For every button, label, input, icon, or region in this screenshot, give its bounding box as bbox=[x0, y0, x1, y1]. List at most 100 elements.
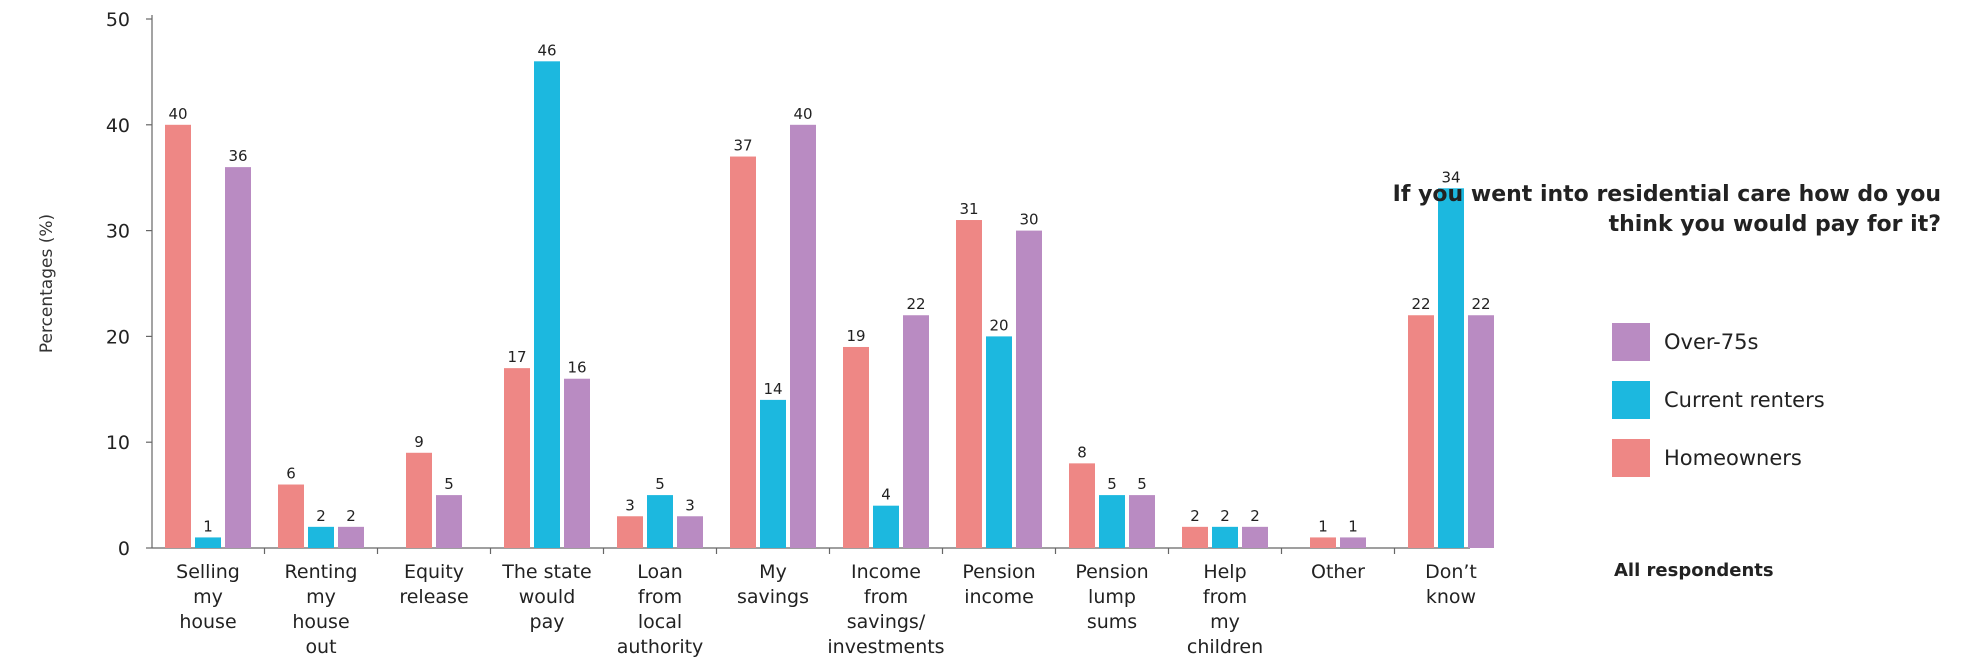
data-label: 2 bbox=[1190, 507, 1200, 525]
bar bbox=[790, 124, 816, 549]
legend-label: Over-75s bbox=[1664, 330, 1759, 354]
bar bbox=[903, 315, 929, 548]
bar bbox=[1340, 537, 1366, 548]
y-tick-label: 20 bbox=[106, 326, 130, 348]
legend-item-current-renters: Current renters bbox=[1612, 380, 1825, 420]
category-label: Pension income bbox=[962, 561, 1035, 608]
data-label: 8 bbox=[1077, 443, 1087, 461]
legend: Over-75s Current renters Homeowners bbox=[1612, 322, 1825, 496]
category-label: Renting my house out bbox=[285, 561, 358, 658]
bar bbox=[617, 516, 643, 548]
data-label: 14 bbox=[763, 380, 782, 398]
category-label: Don’t know bbox=[1425, 561, 1477, 608]
bar bbox=[406, 452, 432, 548]
data-label: 37 bbox=[733, 137, 752, 155]
legend-swatch bbox=[1612, 381, 1650, 419]
data-label: 4 bbox=[881, 486, 891, 504]
data-label: 5 bbox=[655, 475, 665, 493]
bar bbox=[1182, 526, 1208, 548]
bar bbox=[564, 378, 590, 548]
data-label: 34 bbox=[1441, 168, 1460, 186]
data-label: 2 bbox=[1250, 507, 1260, 525]
bar bbox=[730, 156, 756, 549]
legend-item-over-75s: Over-75s bbox=[1612, 322, 1825, 362]
category-label: Help from my children bbox=[1187, 561, 1263, 658]
data-label: 9 bbox=[414, 433, 424, 451]
category-label: Income from savings/investments bbox=[827, 561, 944, 658]
category-label: Other bbox=[1311, 561, 1365, 583]
bar bbox=[1310, 537, 1336, 548]
data-label: 1 bbox=[203, 517, 213, 535]
data-label: 5 bbox=[1107, 475, 1117, 493]
y-tick-label: 30 bbox=[106, 221, 130, 243]
legend-swatch bbox=[1612, 323, 1650, 361]
bar bbox=[165, 124, 191, 549]
bar bbox=[986, 336, 1012, 548]
bar bbox=[225, 167, 251, 548]
data-label: 3 bbox=[625, 496, 635, 514]
legend-item-homeowners: Homeowners bbox=[1612, 438, 1825, 478]
bar bbox=[1129, 495, 1155, 548]
data-label: 22 bbox=[1411, 295, 1430, 313]
category-label: Pension lump sums bbox=[1075, 561, 1148, 633]
data-label: 2 bbox=[1220, 507, 1230, 525]
legend-label: Homeowners bbox=[1664, 446, 1802, 470]
y-tick-label: 40 bbox=[106, 115, 130, 137]
bar bbox=[873, 505, 899, 548]
bar bbox=[1438, 188, 1464, 548]
data-label: 40 bbox=[793, 105, 812, 123]
bar bbox=[504, 368, 530, 548]
bar bbox=[1242, 526, 1268, 548]
data-label: 31 bbox=[959, 200, 978, 218]
category-label: The state would pay bbox=[501, 561, 592, 633]
data-label: 40 bbox=[168, 105, 187, 123]
data-label: 30 bbox=[1019, 211, 1038, 229]
bar bbox=[1069, 463, 1095, 548]
bar bbox=[760, 399, 786, 548]
bar bbox=[278, 484, 304, 548]
bar bbox=[1468, 315, 1494, 548]
bar bbox=[195, 537, 221, 548]
bar bbox=[1408, 315, 1434, 548]
data-label: 6 bbox=[286, 465, 296, 483]
bar bbox=[436, 495, 462, 548]
data-label: 46 bbox=[537, 41, 556, 59]
y-tick-label: 50 bbox=[106, 9, 130, 31]
data-label: 20 bbox=[989, 316, 1008, 334]
bar bbox=[956, 220, 982, 548]
bar bbox=[338, 526, 364, 548]
data-label: 22 bbox=[906, 295, 925, 313]
bar bbox=[1099, 495, 1125, 548]
data-label: 1 bbox=[1318, 517, 1328, 535]
data-label: 5 bbox=[444, 475, 454, 493]
category-label: Loan from local authority bbox=[617, 561, 704, 658]
bar bbox=[677, 516, 703, 548]
bar bbox=[843, 346, 869, 548]
bar bbox=[647, 495, 673, 548]
respondents-note: All respondents bbox=[1614, 560, 1774, 581]
data-label: 2 bbox=[346, 507, 356, 525]
data-label: 36 bbox=[228, 147, 247, 165]
data-label: 22 bbox=[1471, 295, 1490, 313]
data-label: 16 bbox=[567, 359, 586, 377]
y-tick-label: 0 bbox=[118, 538, 130, 560]
category-label: Equity release bbox=[399, 561, 468, 608]
chart-title: If you went into residential care how do… bbox=[1392, 182, 1941, 237]
bar bbox=[1212, 526, 1238, 548]
bar bbox=[1016, 230, 1042, 548]
legend-swatch bbox=[1612, 439, 1650, 477]
data-label: 17 bbox=[507, 348, 526, 366]
y-tick-label: 10 bbox=[106, 432, 130, 454]
data-label: 3 bbox=[685, 496, 695, 514]
data-label: 1 bbox=[1348, 517, 1358, 535]
bar bbox=[534, 61, 560, 548]
data-label: 19 bbox=[846, 327, 865, 345]
data-label: 2 bbox=[316, 507, 326, 525]
data-label: 5 bbox=[1137, 475, 1147, 493]
legend-label: Current renters bbox=[1664, 388, 1825, 412]
y-axis-label: Percentages (%) bbox=[37, 214, 57, 353]
category-label: My savings bbox=[737, 561, 809, 608]
category-label: Selling my house bbox=[176, 561, 240, 633]
bar bbox=[308, 526, 334, 548]
